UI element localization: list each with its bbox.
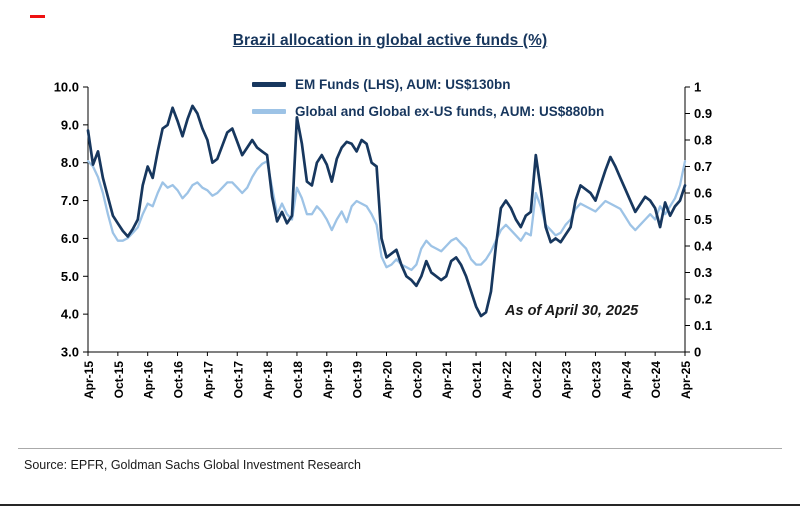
svg-text:7.0: 7.0 (61, 193, 79, 208)
svg-text:Oct-15: Oct-15 (112, 361, 126, 399)
svg-text:Apr-18: Apr-18 (261, 361, 275, 399)
legend-item-em-funds: EM Funds (LHS), AUM: US$130bn (252, 71, 604, 98)
svg-text:Oct-16: Oct-16 (172, 361, 186, 399)
source-note: Source: EPFR, Goldman Sachs Global Inves… (24, 458, 361, 472)
svg-text:Oct-23: Oct-23 (589, 361, 603, 399)
source-divider (18, 448, 782, 449)
svg-text:Apr-24: Apr-24 (619, 361, 633, 399)
svg-text:0.1: 0.1 (694, 318, 712, 333)
svg-text:0.3: 0.3 (694, 265, 712, 280)
svg-text:Apr-23: Apr-23 (560, 361, 574, 399)
svg-text:Oct-22: Oct-22 (530, 361, 544, 399)
svg-text:0.5: 0.5 (694, 212, 712, 227)
svg-text:1: 1 (694, 80, 701, 95)
svg-text:Apr-22: Apr-22 (500, 361, 514, 399)
svg-text:0.8: 0.8 (694, 133, 712, 148)
svg-text:Apr-20: Apr-20 (381, 361, 395, 399)
legend-label-em-funds: EM Funds (LHS), AUM: US$130bn (295, 77, 511, 92)
chart-legend: EM Funds (LHS), AUM: US$130bn Global and… (252, 71, 604, 125)
svg-text:0.4: 0.4 (694, 239, 713, 254)
svg-text:0: 0 (694, 345, 701, 360)
svg-text:Apr-21: Apr-21 (440, 361, 454, 399)
svg-text:Oct-19: Oct-19 (351, 361, 365, 399)
global-funds-line-swatch (252, 109, 286, 114)
svg-text:Apr-25: Apr-25 (679, 361, 693, 399)
em-funds-line-swatch (252, 82, 286, 87)
svg-text:5.0: 5.0 (61, 269, 79, 284)
svg-text:Apr-16: Apr-16 (142, 361, 156, 399)
svg-text:0.6: 0.6 (694, 186, 712, 201)
svg-text:Oct-21: Oct-21 (470, 361, 484, 399)
svg-text:4.0: 4.0 (61, 307, 79, 322)
legend-label-global-funds: Global and Global ex-US funds, AUM: US$8… (295, 104, 605, 119)
svg-text:6.0: 6.0 (61, 231, 79, 246)
chart-title: Brazil allocation in global active funds… (232, 32, 548, 49)
svg-text:Apr-19: Apr-19 (321, 361, 335, 399)
red-corner-mark (30, 15, 45, 18)
svg-text:0.9: 0.9 (694, 106, 712, 121)
svg-text:Oct-20: Oct-20 (410, 361, 424, 399)
svg-text:Apr-17: Apr-17 (201, 361, 215, 399)
bottom-border (0, 504, 800, 506)
svg-text:0.7: 0.7 (694, 159, 712, 174)
svg-text:9.0: 9.0 (61, 117, 79, 132)
svg-text:10.0: 10.0 (54, 80, 79, 95)
svg-text:3.0: 3.0 (61, 345, 79, 360)
svg-text:8.0: 8.0 (61, 155, 79, 170)
svg-text:Oct-17: Oct-17 (231, 361, 245, 399)
as-of-annotation: As of April 30, 2025 (505, 303, 639, 319)
svg-text:Oct-24: Oct-24 (649, 361, 663, 399)
svg-text:Oct-18: Oct-18 (291, 361, 305, 399)
legend-item-global-funds: Global and Global ex-US funds, AUM: US$8… (252, 98, 604, 125)
svg-text:0.2: 0.2 (694, 292, 712, 307)
svg-text:Apr-15: Apr-15 (82, 361, 96, 399)
